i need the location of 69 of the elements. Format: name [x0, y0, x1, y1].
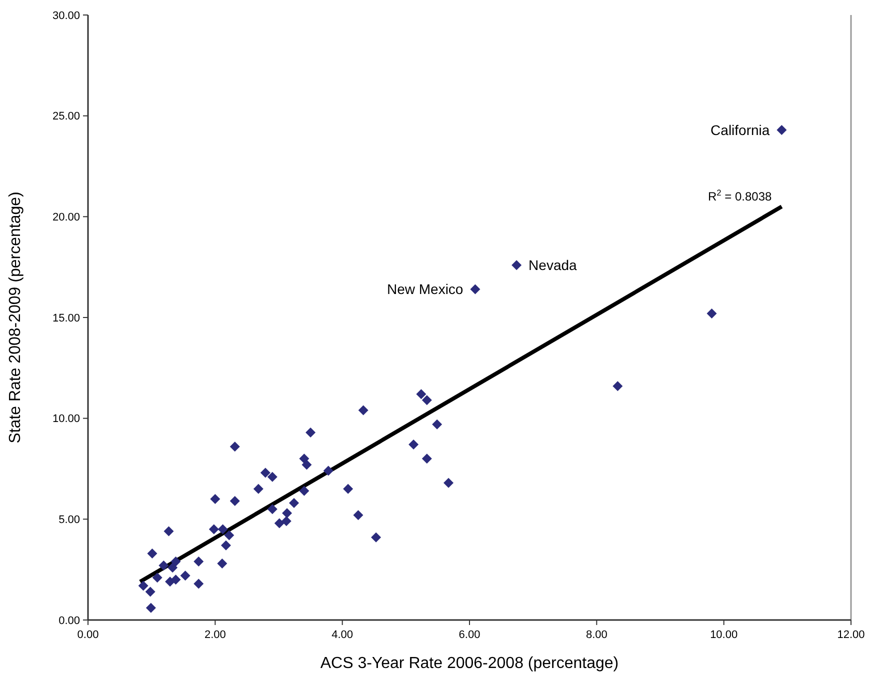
point	[146, 602, 156, 613]
annotation: Nevada	[528, 256, 578, 273]
point	[138, 580, 148, 591]
point	[776, 124, 787, 135]
point	[210, 494, 220, 504]
point	[299, 486, 310, 496]
point	[432, 419, 442, 430]
point	[612, 381, 623, 392]
x-tick-label: 12.00	[837, 629, 865, 641]
point	[230, 496, 240, 506]
point	[470, 284, 480, 294]
point	[274, 518, 284, 528]
point	[253, 484, 264, 494]
y-tick-label: 30.00	[52, 10, 80, 22]
point	[218, 524, 228, 534]
x-tick-label: 6.00	[458, 629, 480, 641]
point	[512, 260, 522, 270]
point	[230, 442, 240, 452]
point	[158, 560, 169, 571]
x-tick-label: 8.00	[586, 629, 608, 641]
point	[422, 454, 432, 464]
point	[147, 548, 158, 558]
point	[267, 472, 278, 482]
point	[416, 389, 426, 400]
point	[343, 484, 354, 494]
point	[371, 532, 382, 542]
point	[281, 516, 292, 526]
y-tick-label: 0.00	[58, 614, 80, 627]
point	[224, 530, 234, 540]
point	[323, 466, 334, 476]
point	[267, 504, 278, 514]
point	[444, 478, 454, 488]
point	[306, 427, 316, 438]
x-tick-label: 4.00	[332, 629, 354, 641]
annotation: R$^{2}$ = 0.8038	[708, 188, 772, 204]
point	[168, 562, 178, 573]
point	[299, 454, 310, 464]
point	[353, 510, 364, 520]
point	[152, 572, 162, 583]
annotation: New Mexico	[386, 281, 464, 298]
x-axis-title: ACS 3-Year Rate 2006-2008 (percentage)	[320, 655, 619, 672]
point	[422, 395, 432, 406]
point	[408, 440, 419, 450]
y-tick-label: 10.00	[52, 413, 80, 426]
point	[194, 578, 204, 589]
point	[358, 405, 368, 416]
x-tick-label: 0.00	[77, 629, 99, 641]
annotation: California	[710, 122, 770, 138]
point	[217, 558, 228, 569]
y-tick-label: 20.00	[52, 212, 80, 224]
x-tick-label: 2.00	[204, 629, 226, 641]
point	[170, 556, 181, 567]
point	[302, 460, 312, 470]
point	[194, 556, 204, 567]
point	[170, 574, 181, 585]
y-tick-label: 15.00	[52, 312, 80, 324]
point	[208, 524, 219, 534]
point	[260, 468, 270, 478]
point	[180, 570, 190, 581]
point	[282, 508, 292, 518]
x-tick-label: 10.00	[710, 629, 738, 641]
y-axis-title: State Rate 2008-2009 (percentage)	[7, 192, 24, 444]
point	[164, 526, 174, 536]
point	[145, 586, 156, 597]
point	[289, 498, 300, 508]
y-tick-label: 25.00	[52, 110, 80, 123]
y-tick-label: 5.00	[58, 514, 80, 526]
point	[706, 308, 717, 318]
point	[220, 540, 231, 550]
